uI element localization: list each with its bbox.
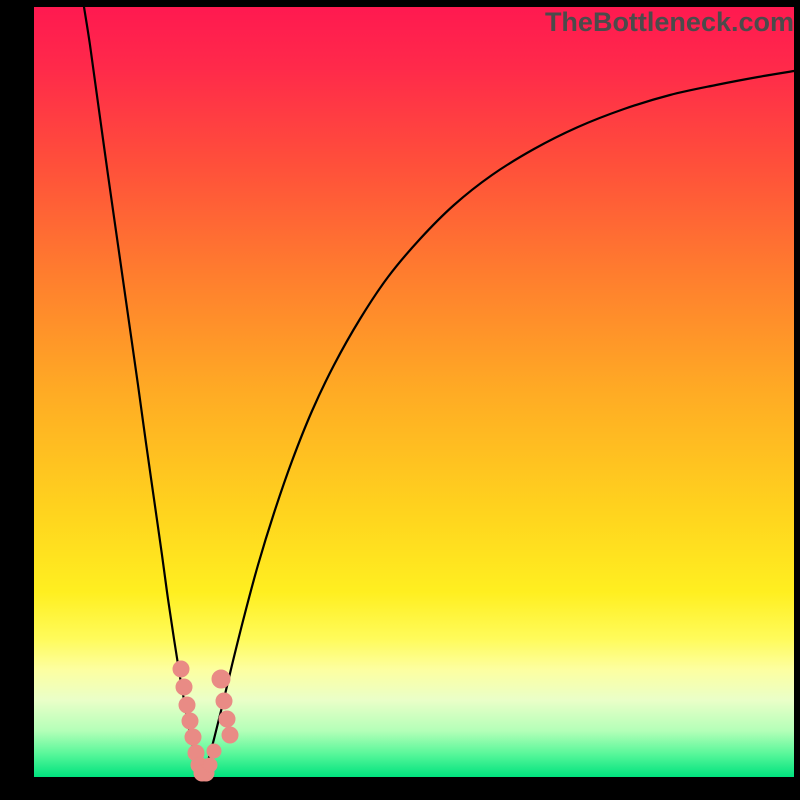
data-marker: [182, 713, 198, 729]
data-marker: [216, 693, 232, 709]
stage: TheBottleneck.com: [0, 0, 800, 800]
data-marker: [207, 744, 221, 758]
chart-svg: [34, 7, 794, 777]
curve-right-branch: [202, 71, 794, 777]
data-marker: [176, 679, 192, 695]
data-marker: [173, 661, 189, 677]
marker-layer: [173, 661, 238, 781]
watermark-text: TheBottleneck.com: [545, 7, 794, 38]
data-marker: [179, 697, 195, 713]
data-marker: [212, 670, 230, 688]
data-marker: [185, 729, 201, 745]
data-marker: [222, 727, 238, 743]
curve-layer: [84, 7, 794, 777]
plot-area: [34, 7, 794, 777]
data-marker: [203, 758, 217, 772]
data-marker: [219, 711, 235, 727]
